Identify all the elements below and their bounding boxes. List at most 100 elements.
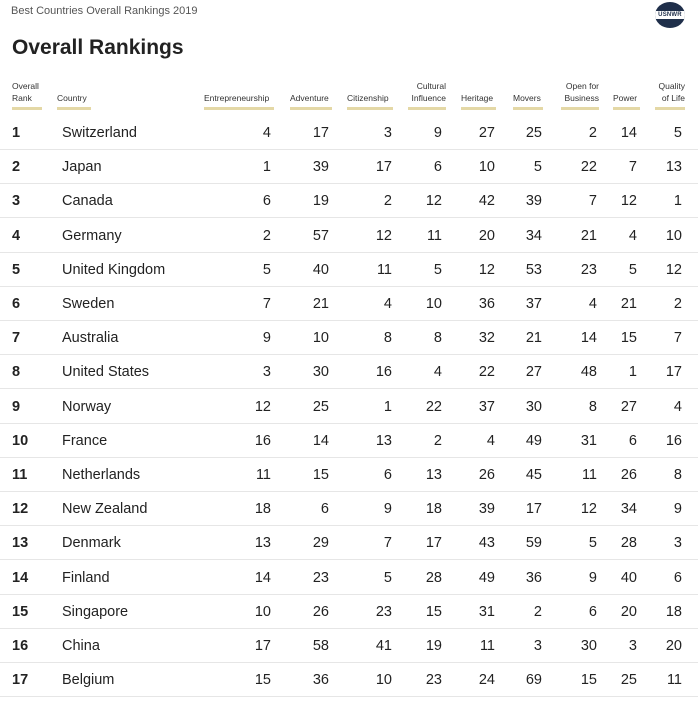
column-header-label: Citizenship	[347, 93, 389, 103]
power-cell: 1	[628, 364, 637, 381]
heritage-cell: 42	[478, 193, 495, 210]
power-cell: 27	[620, 398, 637, 415]
column-header-power: Power	[613, 78, 640, 110]
column-header-adventure: Adventure	[290, 78, 332, 110]
quality-cell: 20	[665, 638, 682, 654]
entrepreneurship-cell: 3	[262, 364, 271, 381]
power-cell: 15	[620, 330, 637, 347]
table-row: 8 United States 3 30 16 4 22 27 48 1 17	[0, 355, 698, 390]
quality-cell: 8	[673, 467, 682, 483]
heritage-cell: 12	[478, 261, 495, 278]
quality-cell: 3	[673, 535, 682, 552]
column-header-label: Power	[613, 93, 638, 103]
power-cell: 25	[620, 672, 637, 689]
adventure-cell: 6	[320, 501, 329, 518]
heritage-cell: 11	[479, 638, 495, 654]
open-cell: 6	[588, 603, 597, 620]
column-header-heritage: Heritage	[461, 78, 496, 110]
open-cell: 8	[588, 398, 597, 415]
cultural-cell: 11	[426, 227, 442, 244]
country-cell: Norway	[62, 398, 112, 415]
entrepreneurship-cell: 16	[254, 432, 271, 449]
quality-cell: 1	[673, 193, 682, 210]
open-cell: 2	[588, 125, 597, 141]
adventure-cell: 30	[312, 364, 329, 381]
citizenship-cell: 13	[375, 432, 392, 449]
cultural-cell: 2	[433, 432, 442, 449]
column-header-rank: Overall Rank	[12, 78, 42, 110]
rank-cell: 11	[12, 467, 28, 483]
rank-cell: 4	[12, 227, 21, 244]
rank-cell: 1	[12, 125, 21, 141]
open-cell: 31	[580, 432, 597, 449]
citizenship-cell: 1	[383, 398, 392, 415]
column-header-label: Overall	[12, 81, 39, 91]
column-header-cultural: Cultural Influence	[408, 78, 446, 110]
movers-cell: 34	[525, 227, 542, 244]
movers-cell: 30	[525, 398, 542, 415]
quality-cell: 7	[673, 330, 682, 347]
column-header-country: Country	[57, 78, 91, 110]
citizenship-cell: 3	[383, 125, 392, 141]
adventure-cell: 15	[312, 467, 329, 483]
power-cell: 12	[620, 193, 637, 210]
rank-cell: 16	[12, 638, 29, 654]
table-row: 11 Netherlands 11 15 6 13 26 45 11 26 8	[0, 458, 698, 492]
column-header-movers: Movers	[513, 78, 543, 110]
quality-cell: 6	[673, 569, 682, 586]
column-header-label: Country	[57, 93, 87, 103]
entrepreneurship-cell: 13	[254, 535, 271, 552]
header-underline	[408, 107, 446, 110]
column-header-entrepreneurship: Entrepreneurship	[204, 78, 274, 110]
movers-cell: 5	[533, 159, 542, 176]
citizenship-cell: 23	[375, 603, 392, 620]
adventure-cell: 29	[312, 535, 329, 552]
table-row: 1 Switzerland 4 17 3 9 27 25 2 14 5	[0, 116, 698, 150]
table-row: 4 Germany 2 57 12 11 20 34 21 4 10	[0, 219, 698, 253]
quality-cell: 4	[673, 398, 682, 415]
heritage-cell: 27	[478, 125, 495, 141]
page-title: Overall Rankings	[12, 36, 184, 59]
entrepreneurship-cell: 6	[262, 193, 271, 210]
movers-cell: 39	[525, 193, 542, 210]
country-cell: Germany	[62, 227, 122, 244]
entrepreneurship-cell: 7	[262, 296, 271, 312]
citizenship-cell: 7	[383, 535, 392, 552]
open-cell: 21	[580, 227, 597, 244]
open-cell: 15	[580, 672, 597, 689]
cultural-cell: 18	[425, 501, 442, 518]
column-header-label: Adventure	[290, 93, 329, 103]
cultural-cell: 9	[433, 125, 442, 141]
country-cell: United States	[62, 364, 150, 381]
power-cell: 26	[620, 467, 637, 483]
quality-cell: 16	[665, 432, 682, 449]
column-header-label: Cultural	[416, 81, 446, 91]
country-cell: Belgium	[62, 672, 115, 689]
entrepreneurship-cell: 17	[254, 638, 271, 654]
movers-cell: 17	[525, 501, 542, 518]
rank-cell: 9	[12, 398, 21, 415]
header-underline	[12, 107, 42, 110]
rank-cell: 10	[12, 432, 29, 449]
country-cell: China	[62, 638, 100, 654]
citizenship-cell: 6	[383, 467, 392, 483]
open-cell: 30	[580, 638, 597, 654]
adventure-cell: 19	[312, 193, 329, 210]
heritage-cell: 36	[478, 296, 495, 312]
table-row: 15 Singapore 10 26 23 15 31 2 6 20 18	[0, 595, 698, 629]
column-header-label: of Life	[661, 93, 685, 103]
open-cell: 48	[580, 364, 597, 381]
heritage-cell: 32	[478, 330, 495, 347]
entrepreneurship-cell: 4	[262, 125, 271, 141]
country-cell: Singapore	[62, 603, 129, 620]
entrepreneurship-cell: 12	[254, 398, 271, 415]
column-header-label: Movers	[513, 93, 541, 103]
entrepreneurship-cell: 9	[262, 330, 271, 347]
power-cell: 5	[628, 261, 637, 278]
column-header-label: Heritage	[461, 93, 494, 103]
citizenship-cell: 4	[383, 296, 392, 312]
cultural-cell: 10	[425, 296, 442, 312]
power-cell: 40	[620, 569, 637, 586]
open-cell: 9	[588, 569, 597, 586]
country-cell: New Zealand	[62, 501, 148, 518]
